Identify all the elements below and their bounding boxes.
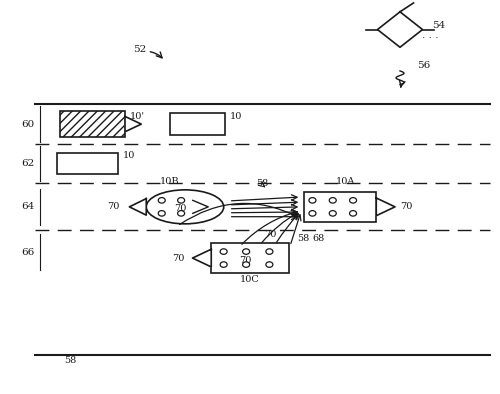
Text: 58: 58 xyxy=(298,234,310,243)
Text: 70: 70 xyxy=(172,254,184,262)
Text: 70: 70 xyxy=(239,256,251,264)
Circle shape xyxy=(242,249,250,255)
Text: 10C: 10C xyxy=(240,275,260,284)
Text: 70: 70 xyxy=(174,204,186,213)
Bar xyxy=(60,112,125,137)
Text: 70: 70 xyxy=(400,203,412,211)
Polygon shape xyxy=(376,198,395,216)
Bar xyxy=(170,113,225,135)
Polygon shape xyxy=(125,117,142,132)
Circle shape xyxy=(220,262,227,268)
Text: 52: 52 xyxy=(134,45,146,54)
Polygon shape xyxy=(192,249,211,267)
Circle shape xyxy=(158,198,165,203)
Circle shape xyxy=(178,198,184,203)
Circle shape xyxy=(266,249,273,255)
Circle shape xyxy=(220,249,227,255)
Text: 10': 10' xyxy=(130,112,145,121)
Circle shape xyxy=(158,211,165,216)
Circle shape xyxy=(309,211,316,216)
Circle shape xyxy=(330,198,336,203)
Text: . . .: . . . xyxy=(422,30,439,41)
Circle shape xyxy=(350,211,356,216)
Circle shape xyxy=(242,262,250,268)
Text: 62: 62 xyxy=(22,159,35,168)
Polygon shape xyxy=(130,199,146,215)
Text: 10: 10 xyxy=(122,151,135,160)
Bar xyxy=(211,243,289,273)
Text: 60: 60 xyxy=(22,120,35,128)
Circle shape xyxy=(330,211,336,216)
Text: 68: 68 xyxy=(312,234,325,243)
Text: 54: 54 xyxy=(432,21,446,30)
Circle shape xyxy=(178,211,184,216)
Text: 58: 58 xyxy=(256,179,268,188)
Bar xyxy=(58,152,118,174)
Text: 10B: 10B xyxy=(160,177,180,186)
Text: 58: 58 xyxy=(64,356,76,365)
Circle shape xyxy=(350,198,356,203)
Text: 70: 70 xyxy=(107,203,120,211)
Polygon shape xyxy=(378,12,422,47)
Ellipse shape xyxy=(146,190,224,224)
Text: 64: 64 xyxy=(22,203,35,211)
Text: 70: 70 xyxy=(264,230,276,240)
Circle shape xyxy=(266,262,273,268)
Circle shape xyxy=(309,198,316,203)
Text: 56: 56 xyxy=(418,61,431,69)
Text: 10A: 10A xyxy=(336,177,354,186)
Text: 10: 10 xyxy=(230,112,242,121)
Bar xyxy=(304,192,376,221)
Text: 66: 66 xyxy=(22,248,35,256)
